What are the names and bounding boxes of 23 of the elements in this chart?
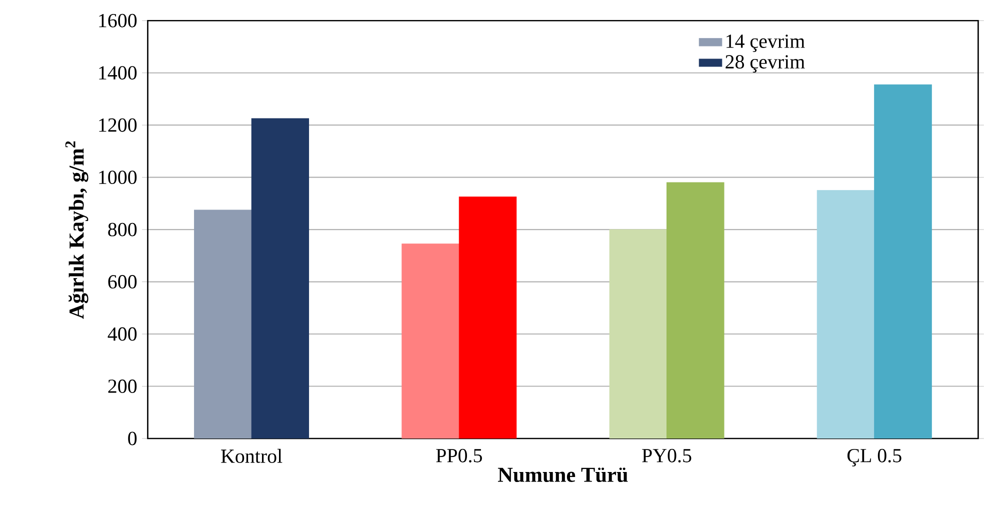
x-tick-label: Kontrol <box>221 448 282 463</box>
y-tick-label: 0 <box>128 432 137 446</box>
bar <box>816 190 875 439</box>
x-tick-label: PY0.5 <box>642 448 692 462</box>
y-tick-label: 800 <box>108 222 137 236</box>
bar <box>458 196 517 439</box>
y-tick-label: 1200 <box>99 118 137 132</box>
x-axis-title: Numune Türü <box>498 468 628 482</box>
legend-label: 14 çevrim <box>726 34 805 52</box>
bar <box>609 229 668 439</box>
x-tick-label: PP0.5 <box>436 448 482 462</box>
bar <box>874 84 932 439</box>
y-tick-label: 1400 <box>99 66 137 80</box>
y-tick-label: 1600 <box>99 14 137 28</box>
x-tick-label: ÇL 0.5 <box>847 448 902 466</box>
y-tick-label: 200 <box>108 380 137 393</box>
bar <box>402 244 460 439</box>
bar <box>251 118 310 439</box>
y-tick-label: 400 <box>108 327 137 341</box>
y-axis-title: Ağırlık Kaybı, g/m$^{2}$ <box>65 141 88 319</box>
y-tick-label: 600 <box>108 275 137 289</box>
legend-label: 28 çevrim <box>726 55 805 73</box>
y-tick-label: 1000 <box>99 170 137 184</box>
